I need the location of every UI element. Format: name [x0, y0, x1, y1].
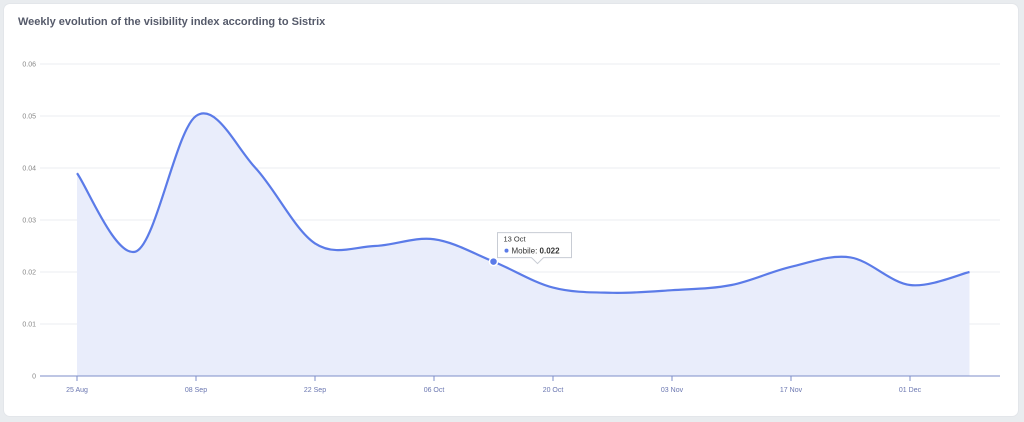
- tooltip-date: 13 Oct: [504, 235, 527, 244]
- y-tick-label: 0.03: [22, 218, 36, 225]
- tooltip-box: [497, 232, 572, 265]
- y-axis-ticks: 0 0.01 0.02 0.03 0.04 0.05 0.06: [22, 62, 36, 381]
- x-tick-label: 17 Nov: [780, 387, 803, 394]
- y-tick-label: 0.04: [22, 166, 36, 173]
- x-tick-label: 06 Oct: [424, 387, 445, 394]
- tooltip-series-marker: [504, 248, 509, 253]
- y-tick-label: 0.05: [22, 114, 36, 121]
- x-axis-ticks: 25 Aug 08 Sep 22 Sep 06 Oct 20 Oct 03 Nov 17 N…: [66, 376, 922, 394]
- tooltip: 13 Oct Mobile: 0.022: [497, 232, 572, 265]
- y-tick-label: 0.01: [22, 322, 36, 329]
- data-points[interactable]: [488, 256, 499, 267]
- tooltip-value: Mobile: 0.022: [512, 247, 561, 256]
- series-area: [77, 113, 970, 376]
- data-point[interactable]: [488, 256, 499, 267]
- x-tick-label: 25 Aug: [66, 387, 88, 394]
- chart-title: Weekly evolution of the visibility index…: [18, 16, 326, 28]
- y-tick-label: 0.02: [22, 270, 36, 277]
- x-tick-label: 20 Oct: [543, 387, 564, 394]
- x-tick-label: 01 Dec: [899, 387, 922, 394]
- x-tick-label: 08 Sep: [185, 387, 207, 394]
- y-tick-label: 0: [32, 374, 36, 381]
- x-tick-label: 22 Sep: [304, 387, 326, 394]
- x-tick-label: 03 Nov: [661, 387, 684, 394]
- y-tick-label: 0.06: [22, 62, 36, 69]
